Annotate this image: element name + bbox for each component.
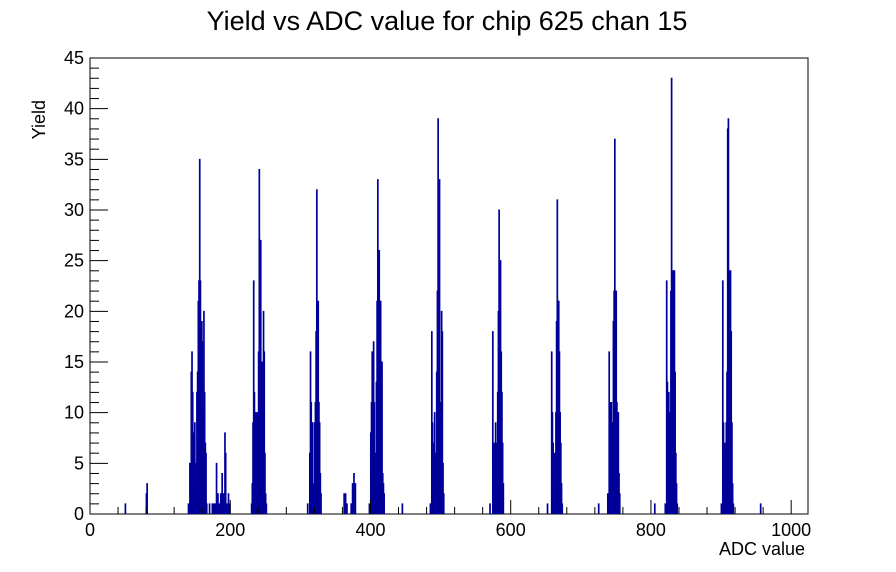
histogram-bin [501, 442, 504, 514]
plot-frame [89, 57, 809, 515]
histogram-bin [344, 493, 347, 514]
histogram-bin [381, 361, 383, 514]
x-axis: 0 200 400 600 800 1000 [85, 500, 811, 540]
histogram-bin [674, 371, 676, 514]
y-tick-label: 5 [74, 453, 84, 473]
histogram-bin [491, 331, 494, 514]
histogram-bin [613, 138, 616, 514]
y-tick-label: 30 [64, 200, 84, 220]
histogram-bin [350, 503, 353, 514]
histogram-bin [226, 503, 228, 514]
y-tick-label: 45 [64, 48, 84, 68]
histogram-bin [379, 300, 382, 514]
histogram-bin [311, 422, 314, 514]
histogram-bin [442, 493, 445, 514]
histogram-bin [354, 483, 357, 514]
x-tick-label: 600 [496, 520, 526, 540]
histogram-bin [217, 493, 219, 514]
histogram-bin [437, 118, 439, 514]
histogram-bin [732, 503, 735, 514]
histogram-bin [560, 483, 563, 514]
histogram-bin [431, 422, 434, 514]
y-tick-label: 40 [64, 99, 84, 119]
histogram-bin [219, 493, 222, 514]
histogram-bin [561, 503, 564, 514]
histogram-bin [265, 503, 268, 514]
histogram-bin [401, 503, 404, 514]
histogram-bin [318, 422, 321, 514]
x-tick-label: 200 [215, 520, 245, 540]
histogram-bin [351, 483, 354, 514]
histogram-bin [731, 422, 733, 514]
histogram-bin [222, 493, 225, 514]
histogram-bin [146, 483, 148, 514]
histogram-bin [664, 503, 667, 514]
histogram-bin [215, 462, 218, 514]
histogram-bin [212, 503, 215, 514]
histogram-bin [617, 412, 620, 514]
histogram-bin [438, 179, 441, 514]
histogram-bin [211, 503, 214, 514]
histogram-bin [559, 442, 562, 514]
histogram-bin [205, 503, 208, 514]
histogram-bin [618, 493, 621, 514]
histogram-bin [189, 462, 191, 514]
histogram-bin [320, 493, 322, 514]
histogram-bin [368, 503, 371, 514]
histogram-bin [306, 503, 309, 514]
y-axis-label: Yield [29, 100, 49, 139]
y-tick-label: 15 [64, 352, 84, 372]
histogram-bin [124, 503, 127, 514]
histogram-bin [675, 483, 678, 514]
histogram-bin [728, 270, 730, 514]
histogram-bin [441, 331, 444, 514]
histogram-bin [214, 503, 217, 514]
histogram-bin [653, 503, 656, 514]
histogram-bin [502, 483, 505, 514]
histogram-bin [606, 493, 609, 514]
y-tick-label: 10 [64, 403, 84, 423]
histogram-bin [546, 503, 549, 514]
histogram-bin [310, 402, 313, 514]
y-tick-label: 35 [64, 149, 84, 169]
histogram-bin [263, 351, 266, 514]
histogram-bin [489, 503, 491, 514]
x-tick-label: 0 [85, 520, 95, 540]
histogram-bins [124, 77, 762, 514]
histogram-bin [187, 503, 190, 514]
histogram-bin [597, 503, 600, 514]
x-tick-label: 800 [636, 520, 666, 540]
histogram-bin [218, 503, 221, 514]
x-axis-label: ADC value [719, 539, 805, 559]
histogram-bin [205, 452, 207, 514]
y-tick-label: 0 [74, 504, 84, 524]
histogram-bin [442, 462, 444, 514]
histogram-bin [227, 493, 230, 514]
histogram-bin [376, 179, 379, 514]
histogram-bin [759, 503, 762, 514]
chart-title: Yield vs ADC value for chip 625 chan 15 [207, 6, 688, 36]
histogram-bin [208, 503, 211, 514]
x-tick-label: 400 [355, 520, 385, 540]
histogram-bin [720, 503, 723, 514]
histogram-bin [346, 503, 348, 514]
histogram-bin [343, 493, 346, 514]
histogram-bin [721, 280, 724, 514]
y-axis: 0 5 10 15 20 25 30 35 40 45 [64, 48, 108, 524]
histogram-bin [353, 472, 355, 514]
histogram-bin [221, 472, 224, 514]
histogram-bin [731, 483, 734, 514]
y-tick-label: 25 [64, 251, 84, 271]
histogram-bin [264, 452, 266, 514]
histogram-bin [670, 77, 673, 514]
y-tick-label: 20 [64, 301, 84, 321]
histogram-bin [383, 493, 385, 514]
histogram-bin [224, 452, 227, 514]
histogram-bin [676, 503, 679, 514]
x-tick-label: 1000 [771, 520, 811, 540]
histogram-bin [429, 503, 432, 514]
